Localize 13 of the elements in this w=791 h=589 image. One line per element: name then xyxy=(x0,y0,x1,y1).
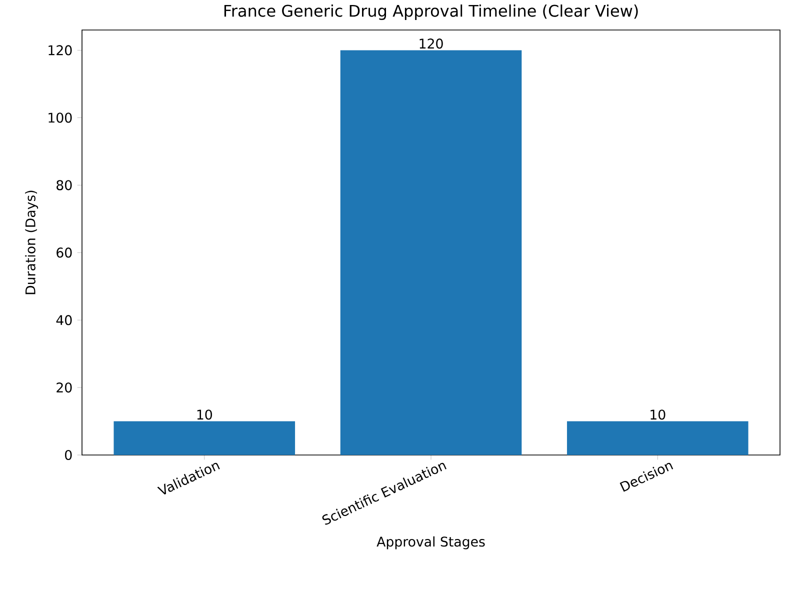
y-tick-label: 60 xyxy=(56,248,72,258)
y-tick-label: 80 xyxy=(56,180,72,190)
y-tick-label: 0 xyxy=(65,450,72,460)
x-axis-title: Approval Stages xyxy=(376,536,485,550)
y-axis-title: Duration (Days) xyxy=(25,190,38,294)
data-label: 10 xyxy=(197,410,212,420)
y-tick-label: 120 xyxy=(48,45,72,56)
y-tick-label: 100 xyxy=(48,112,72,123)
data-label: 10 xyxy=(650,410,666,420)
y-tick-label: 20 xyxy=(56,382,72,393)
data-label: 120 xyxy=(420,38,443,49)
y-tick-label: 40 xyxy=(56,315,72,326)
chart-title: France Generic Drug Approval Timeline (Clear View) xyxy=(224,4,638,20)
